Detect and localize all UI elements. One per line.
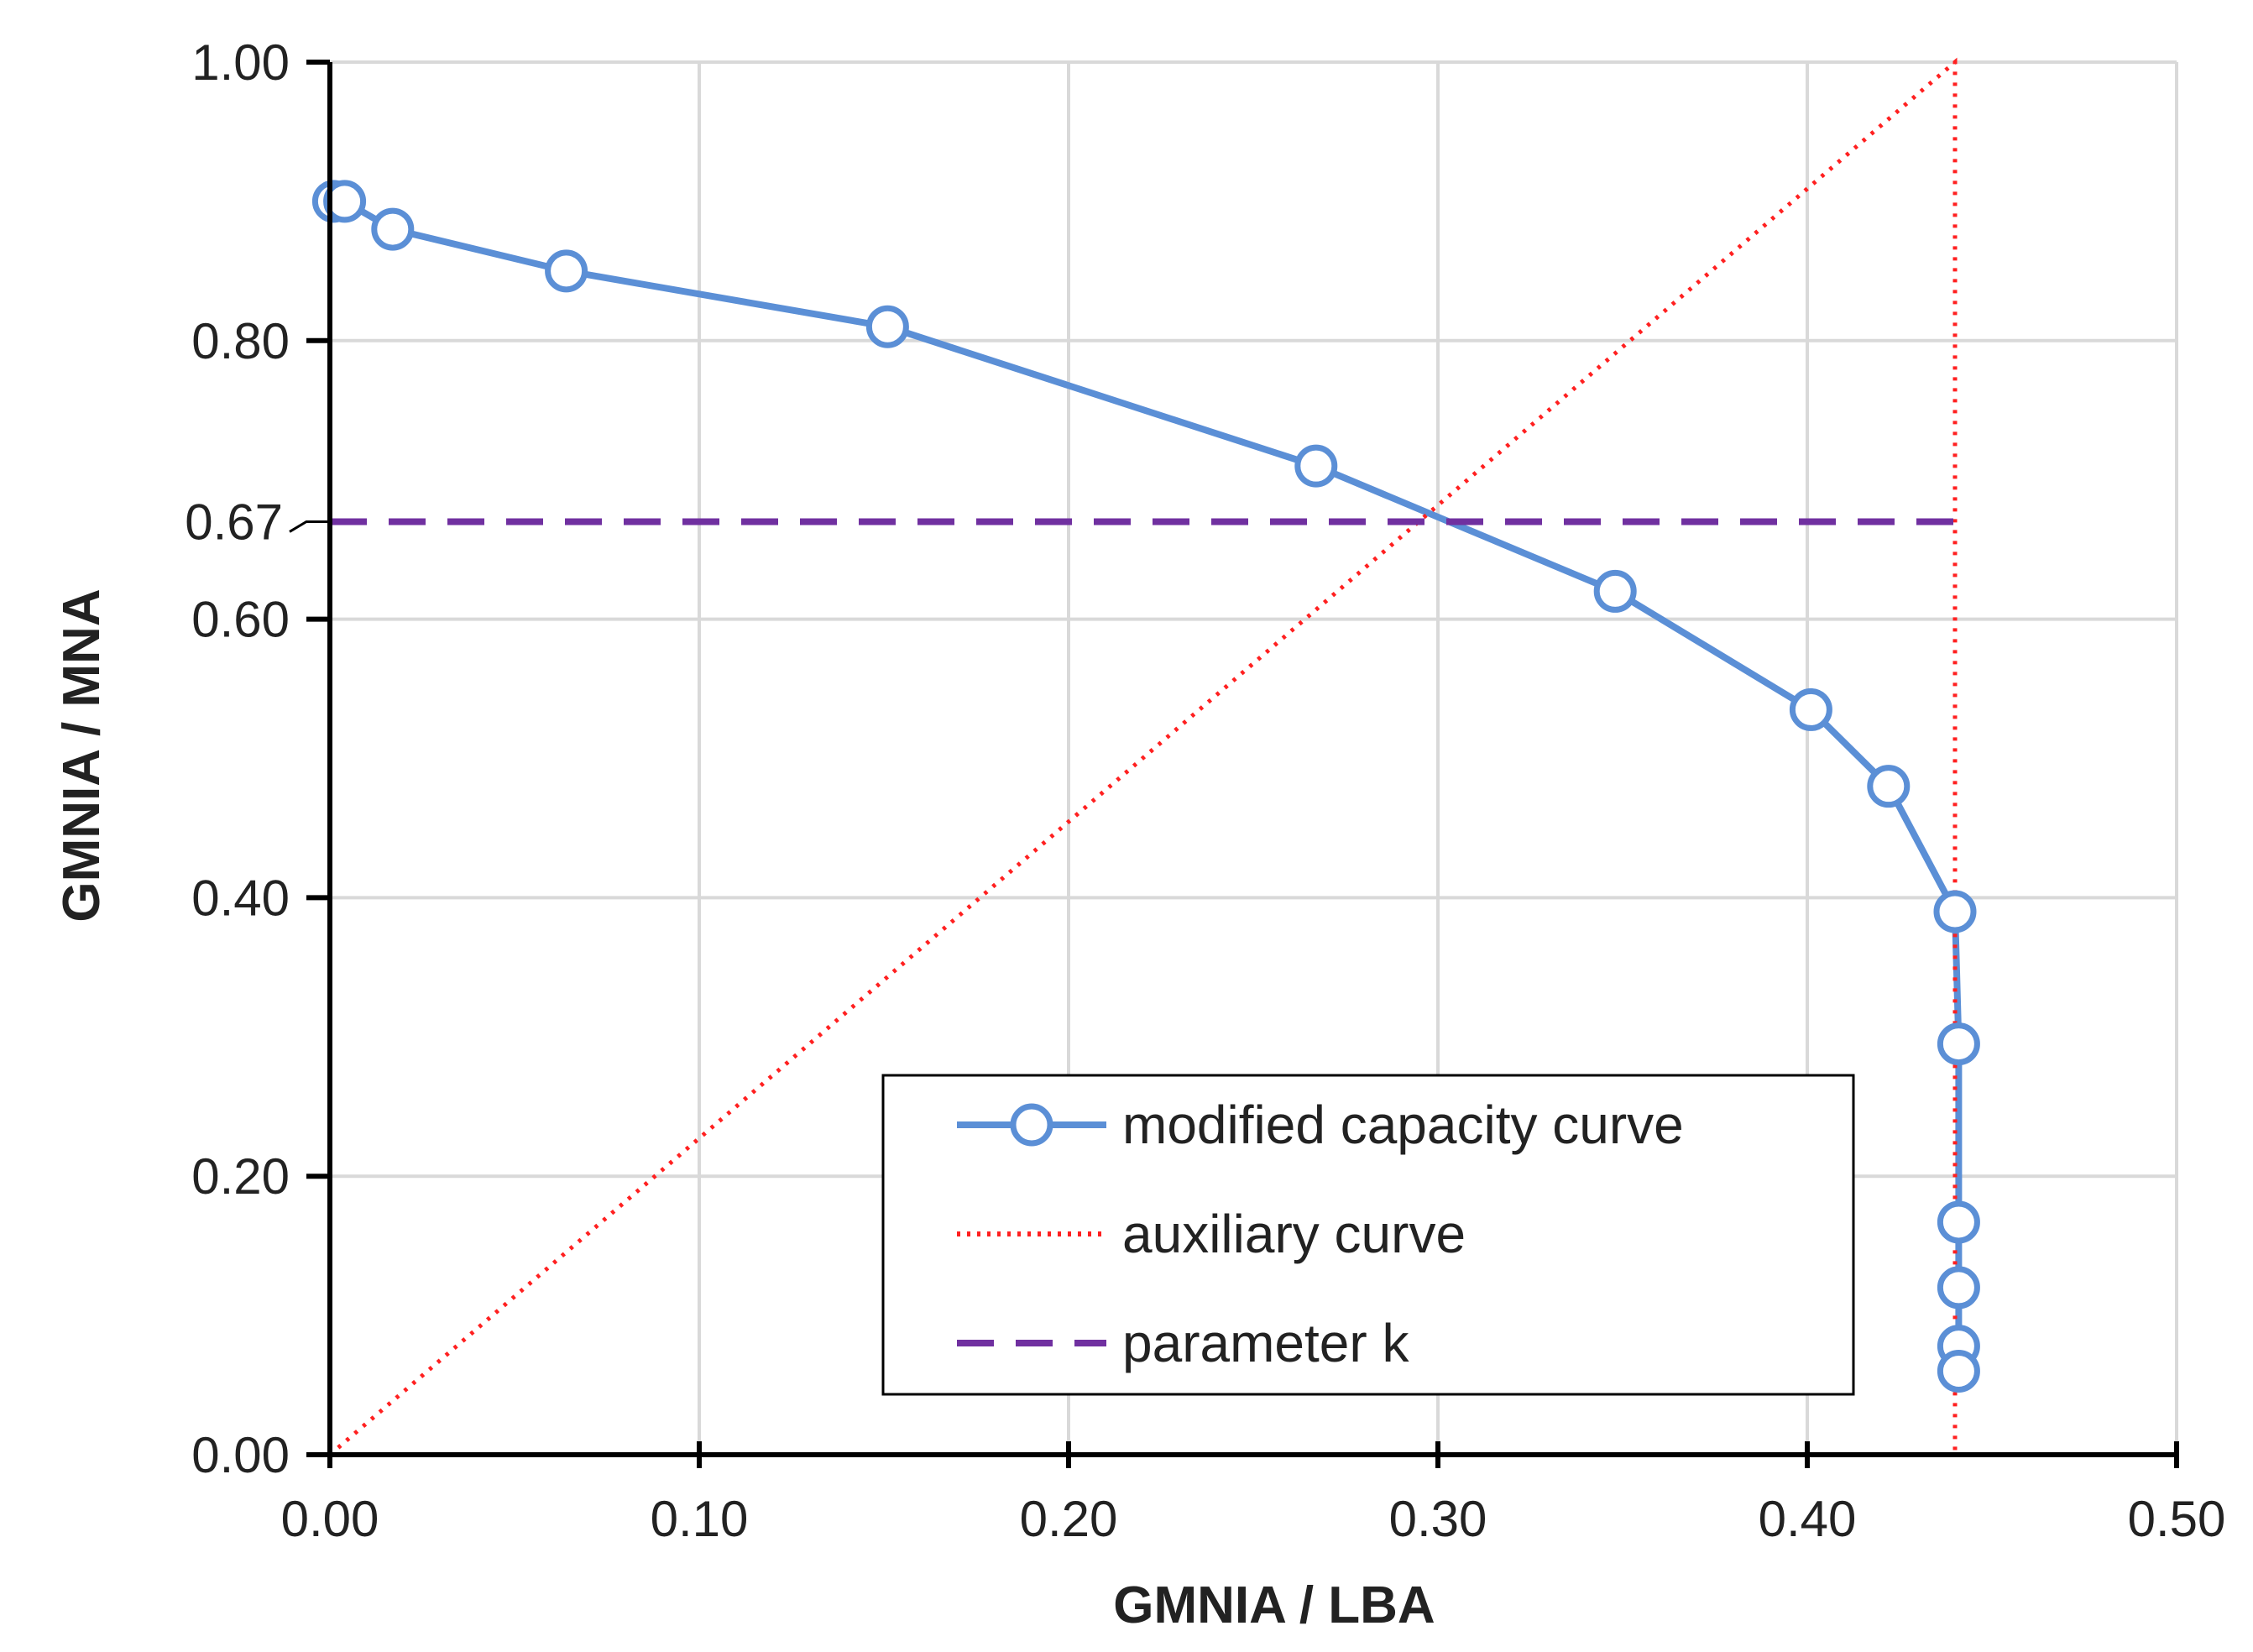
legend-label-capacity: modified capacity curve xyxy=(1122,1095,1684,1155)
x-tick-label: 0.30 xyxy=(1389,1491,1487,1547)
x-tick-label: 0.40 xyxy=(1759,1491,1857,1547)
x-axis-title: GMNIA / LBA xyxy=(1113,1576,1435,1634)
tick-labels: 0.00 0.10 0.20 0.30 0.40 0.50 0.00 0.20 0.40 0.60… xyxy=(185,34,2225,1547)
y-tick-label: 0.80 xyxy=(191,313,290,369)
data-point xyxy=(1867,765,1911,808)
data-point xyxy=(371,207,415,251)
x-tick-label: 0.10 xyxy=(651,1491,749,1547)
series-line-2 xyxy=(328,57,1958,1456)
legend-marker-capacity xyxy=(1010,1103,1053,1147)
axes xyxy=(289,60,2179,1468)
data-point xyxy=(865,305,909,348)
y-tick-label: 1.00 xyxy=(191,34,290,91)
data-point xyxy=(545,249,588,293)
x-tick-label: 0.20 xyxy=(1020,1491,1118,1547)
legend-label-k: parameter k xyxy=(1122,1313,1409,1373)
x-tick-label: 0.50 xyxy=(2128,1491,2226,1547)
data-point xyxy=(1789,687,1832,731)
legend: modified capacity curve auxiliary curve … xyxy=(881,1074,1855,1396)
y-tick-label: 0.60 xyxy=(191,592,290,648)
data-point xyxy=(1593,569,1637,613)
y-axis-title: GMNIA / MNA xyxy=(53,588,111,922)
plot-series xyxy=(311,57,1980,1456)
k-tick-leader xyxy=(289,520,330,533)
legend-label-auxiliary: auxiliary curve xyxy=(1122,1204,1466,1264)
data-point xyxy=(1933,890,1977,933)
y-tick-label: 0.40 xyxy=(191,870,290,926)
data-point xyxy=(323,180,367,223)
data-point xyxy=(1937,1022,1980,1066)
data-point xyxy=(1937,1349,1980,1393)
y-tick-label: 0.20 xyxy=(191,1148,290,1205)
data-point xyxy=(1937,1266,1980,1310)
x-tick-label: 0.00 xyxy=(281,1491,379,1547)
k-tick-label: 0.67 xyxy=(185,494,283,550)
data-point xyxy=(1294,444,1338,488)
data-point xyxy=(1937,1200,1980,1244)
y-tick-label: 0.00 xyxy=(191,1427,290,1483)
